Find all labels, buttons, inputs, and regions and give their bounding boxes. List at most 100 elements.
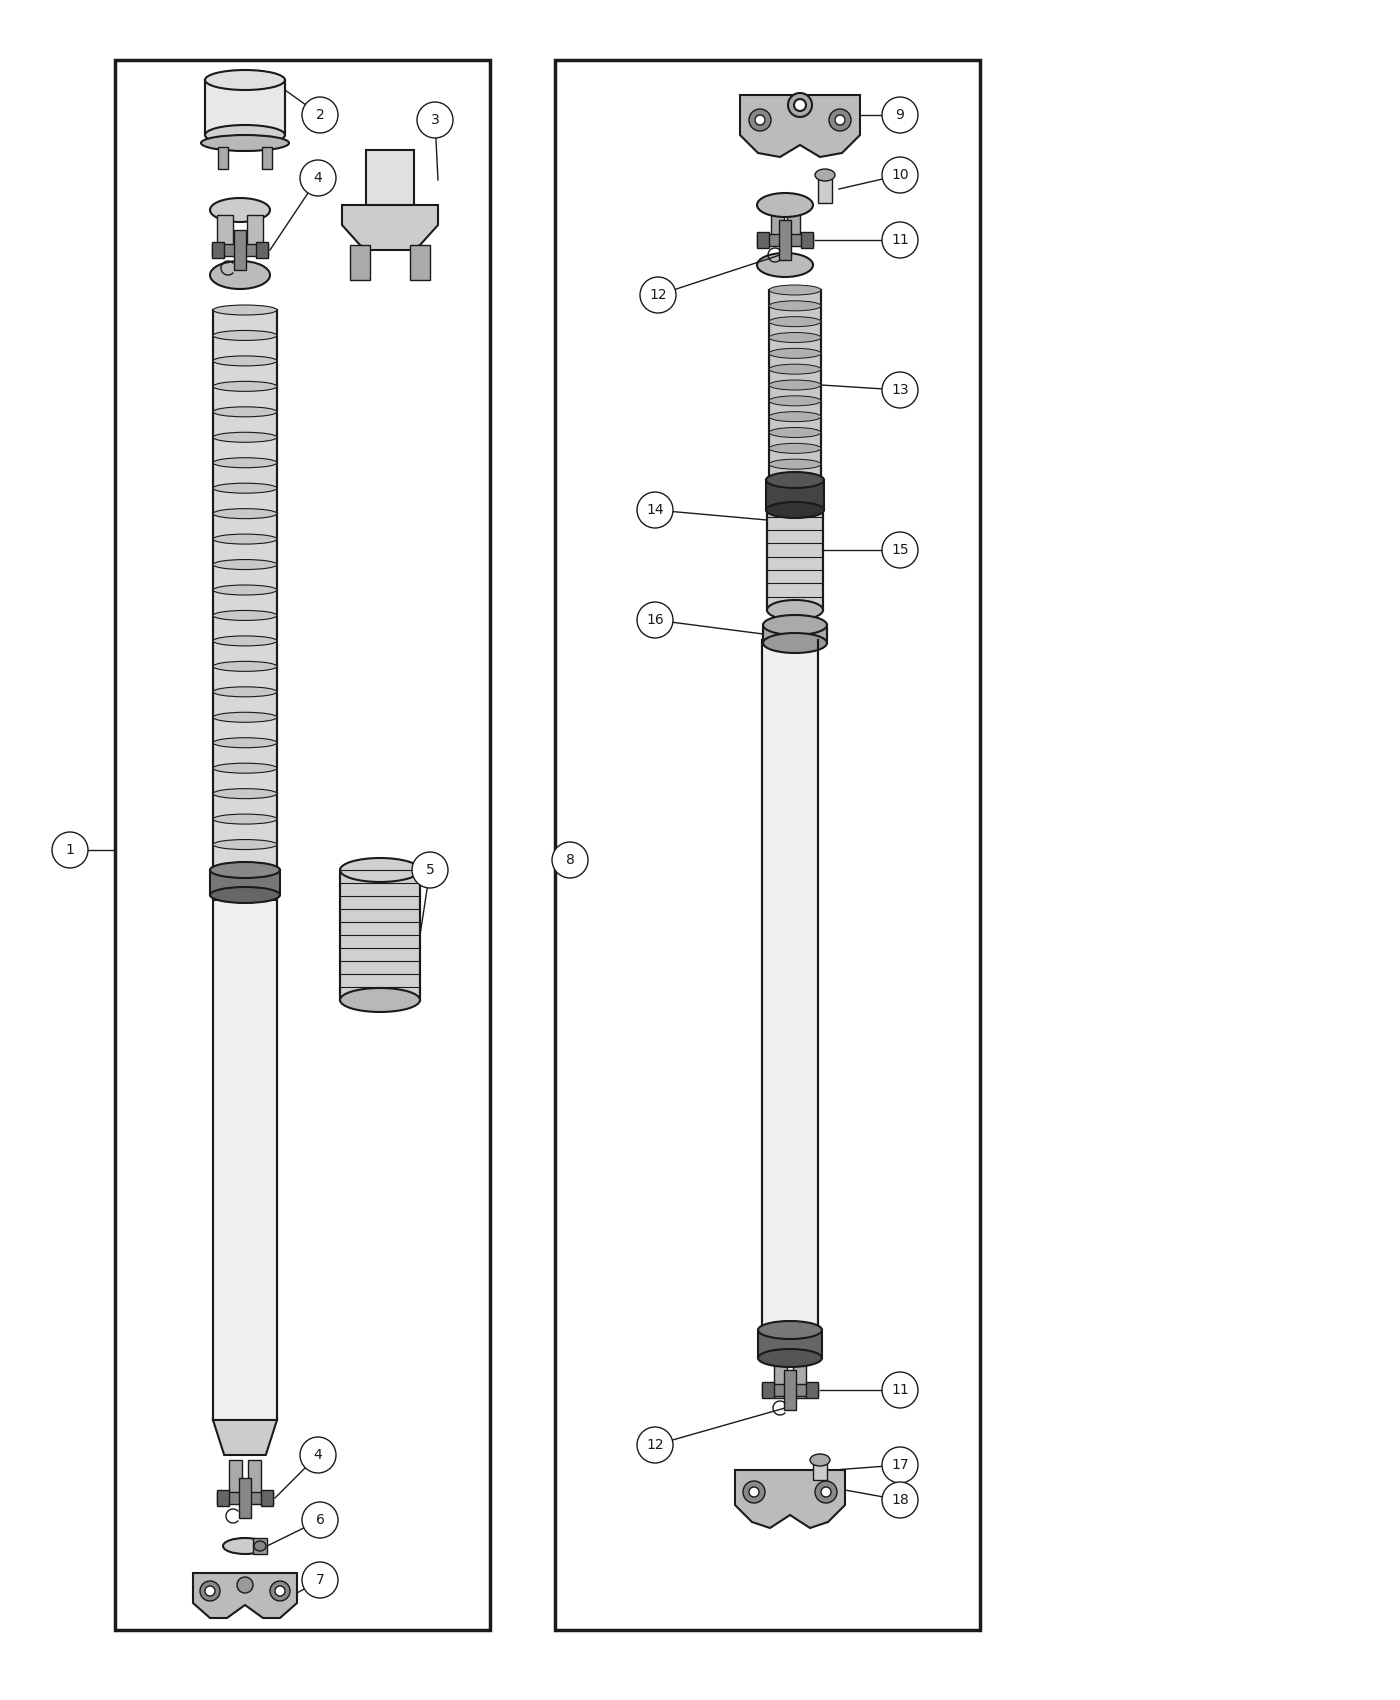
Ellipse shape xyxy=(213,585,277,595)
Ellipse shape xyxy=(210,262,270,289)
Ellipse shape xyxy=(769,396,820,406)
Ellipse shape xyxy=(757,1321,822,1340)
Circle shape xyxy=(637,491,673,529)
Ellipse shape xyxy=(767,479,823,500)
Text: 6: 6 xyxy=(315,1513,325,1527)
Ellipse shape xyxy=(769,364,820,374)
Bar xyxy=(757,231,769,248)
Circle shape xyxy=(882,372,918,408)
Bar xyxy=(213,309,277,870)
Circle shape xyxy=(882,97,918,133)
Text: 12: 12 xyxy=(650,287,666,303)
Bar xyxy=(554,60,980,1630)
Ellipse shape xyxy=(213,661,277,672)
Ellipse shape xyxy=(213,559,277,570)
Circle shape xyxy=(882,1447,918,1482)
Ellipse shape xyxy=(253,1540,266,1550)
Bar xyxy=(769,291,820,479)
Ellipse shape xyxy=(210,887,280,903)
Ellipse shape xyxy=(213,330,277,340)
Bar xyxy=(762,1384,818,1396)
Bar xyxy=(762,639,818,1329)
Text: 10: 10 xyxy=(892,168,909,182)
Circle shape xyxy=(882,156,918,194)
Circle shape xyxy=(882,532,918,568)
Bar xyxy=(813,1460,827,1481)
Bar xyxy=(801,231,813,248)
Bar xyxy=(784,1370,797,1409)
Circle shape xyxy=(882,1482,918,1518)
Text: 1: 1 xyxy=(66,843,74,857)
Circle shape xyxy=(270,1581,290,1601)
Circle shape xyxy=(820,1488,832,1498)
Circle shape xyxy=(552,842,588,877)
Bar xyxy=(230,1460,242,1494)
Ellipse shape xyxy=(213,381,277,391)
Bar xyxy=(762,1382,774,1397)
Polygon shape xyxy=(213,1420,277,1455)
Text: 13: 13 xyxy=(892,382,909,398)
Ellipse shape xyxy=(763,615,827,636)
Ellipse shape xyxy=(766,502,825,518)
Circle shape xyxy=(274,1586,286,1596)
Bar xyxy=(115,60,490,1630)
Ellipse shape xyxy=(757,1350,822,1367)
Ellipse shape xyxy=(213,304,277,314)
Text: 11: 11 xyxy=(892,233,909,246)
Bar xyxy=(260,1489,273,1506)
Ellipse shape xyxy=(213,865,277,876)
Circle shape xyxy=(882,1372,918,1408)
Ellipse shape xyxy=(769,459,820,469)
Ellipse shape xyxy=(213,355,277,366)
Circle shape xyxy=(794,99,806,110)
Circle shape xyxy=(640,277,676,313)
Circle shape xyxy=(204,1586,216,1596)
Ellipse shape xyxy=(769,348,820,359)
Ellipse shape xyxy=(223,1538,267,1554)
Circle shape xyxy=(200,1581,220,1601)
Bar xyxy=(350,245,370,280)
Ellipse shape xyxy=(763,632,827,653)
Text: 15: 15 xyxy=(892,542,909,558)
Bar xyxy=(218,146,228,168)
Text: 8: 8 xyxy=(566,853,574,867)
Bar xyxy=(246,214,263,250)
Bar xyxy=(771,206,784,240)
Ellipse shape xyxy=(769,301,820,311)
Bar xyxy=(767,490,823,610)
Circle shape xyxy=(302,97,337,133)
Ellipse shape xyxy=(213,763,277,774)
Text: 5: 5 xyxy=(426,864,434,877)
Ellipse shape xyxy=(213,840,277,850)
Text: 3: 3 xyxy=(431,112,440,128)
Circle shape xyxy=(417,102,454,138)
Circle shape xyxy=(237,1578,253,1593)
Text: 17: 17 xyxy=(892,1459,909,1472)
Circle shape xyxy=(815,1481,837,1503)
Ellipse shape xyxy=(204,126,286,144)
Circle shape xyxy=(637,602,673,638)
Circle shape xyxy=(52,831,88,869)
Polygon shape xyxy=(735,1470,846,1528)
Circle shape xyxy=(749,1488,759,1498)
Circle shape xyxy=(302,1562,337,1598)
Bar xyxy=(211,245,267,257)
Bar xyxy=(204,80,286,134)
Ellipse shape xyxy=(769,411,820,422)
Ellipse shape xyxy=(769,381,820,389)
Bar xyxy=(806,1382,818,1397)
Circle shape xyxy=(300,160,336,196)
Bar xyxy=(792,1363,806,1397)
Ellipse shape xyxy=(213,687,277,697)
Circle shape xyxy=(834,116,846,126)
Ellipse shape xyxy=(213,534,277,544)
Bar xyxy=(757,235,813,246)
Bar xyxy=(766,479,825,510)
Ellipse shape xyxy=(202,134,288,151)
Ellipse shape xyxy=(340,988,420,1012)
Bar xyxy=(340,870,420,1000)
Bar xyxy=(217,1489,230,1506)
Ellipse shape xyxy=(213,508,277,518)
Bar xyxy=(210,870,280,894)
Circle shape xyxy=(637,1426,673,1464)
